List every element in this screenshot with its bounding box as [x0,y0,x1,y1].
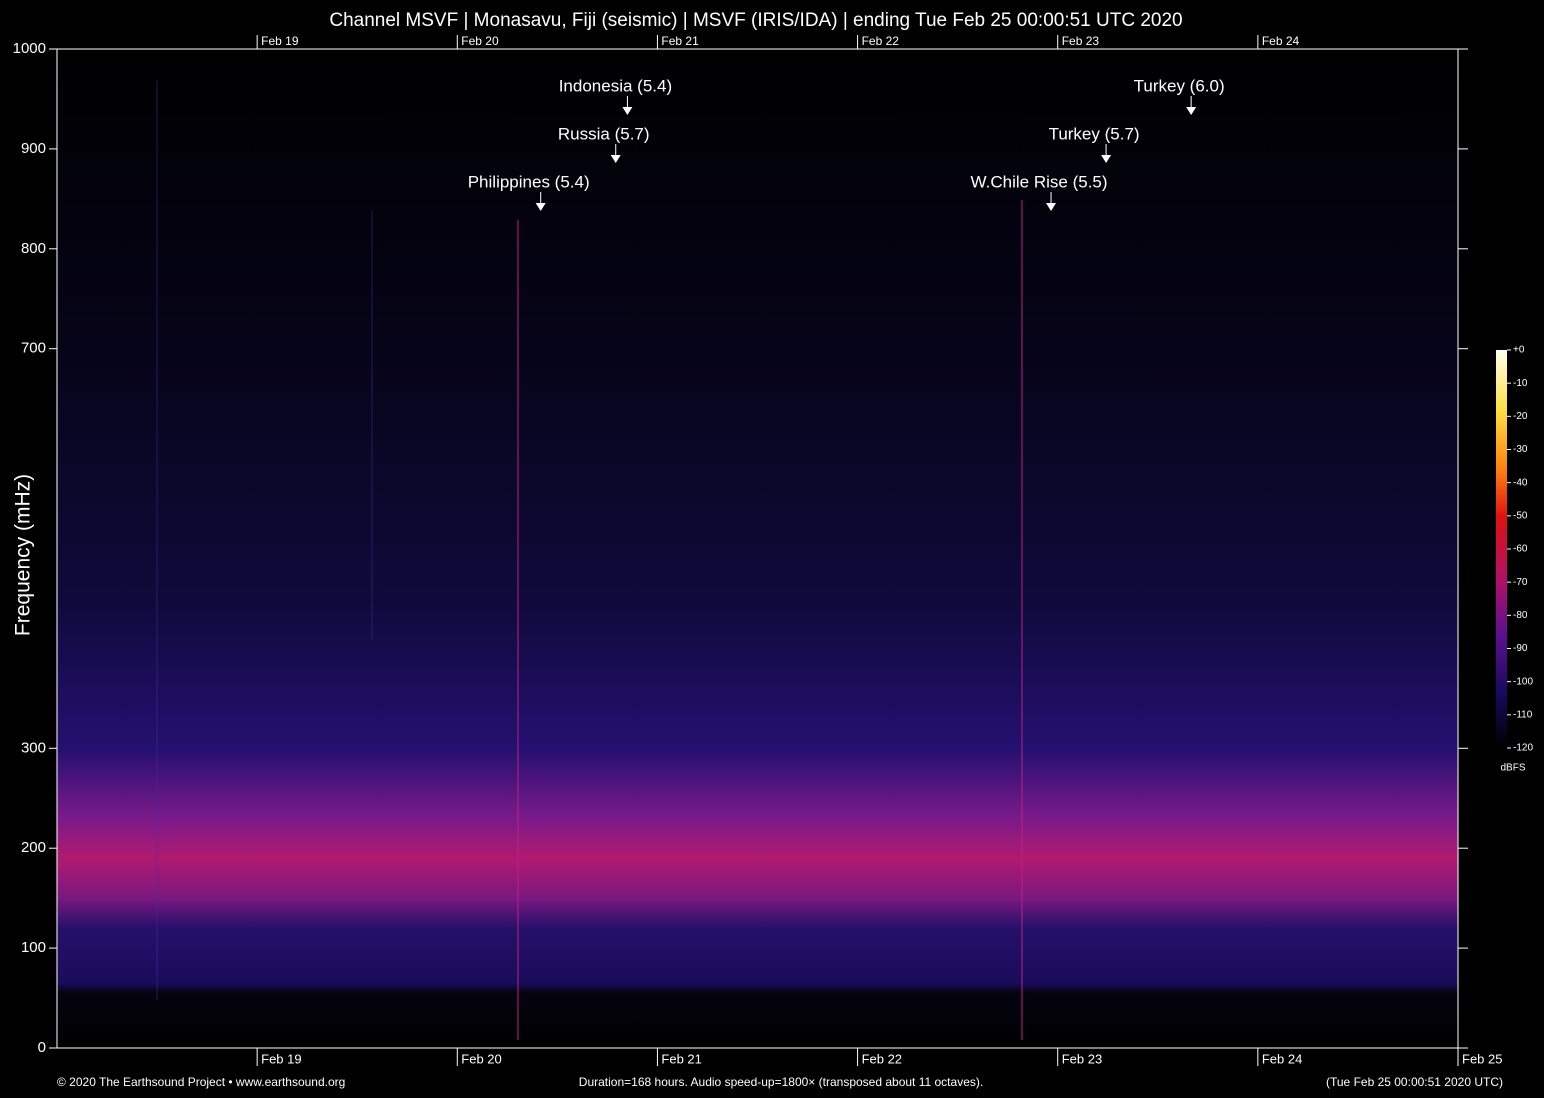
annotation-arrowhead [535,203,546,211]
x-tick-label-top: Feb 20 [461,34,499,48]
x-tick-label: Feb 22 [862,1051,902,1066]
colorbar-tick-label: -60 [1513,544,1528,555]
footer-center: Duration=168 hours. Audio speed-up=1800×… [579,1075,983,1089]
y-tick-label: 200 [21,839,46,856]
colorbar-tick-label: -50 [1513,510,1528,521]
colorbar-tick-label: -100 [1513,676,1533,687]
chart-title: Channel MSVF | Monasavu, Fiji (seismic) … [329,10,1182,31]
x-tick-label: Feb 23 [1062,1051,1102,1066]
annotation-text: W.Chile Rise (5.5) [971,172,1108,191]
y-tick-label: 0 [38,1039,46,1056]
y-tick-label: 100 [21,939,46,956]
colorbar [1496,350,1507,748]
x-tick-label-top: Feb 21 [661,34,699,48]
annotation-text: Turkey (6.0) [1134,76,1225,95]
y-tick-label: 300 [21,739,46,756]
annotation-arrowhead [610,155,621,163]
annotation-arrowhead [1186,107,1197,115]
colorbar-tick-label: -120 [1513,743,1533,754]
annotation-arrowhead [1046,203,1057,211]
x-tick-label-top: Feb 19 [261,34,299,48]
footer-left: © 2020 The Earthsound Project • www.eart… [57,1075,345,1089]
colorbar-tick-label: -80 [1513,610,1528,621]
x-tick-label: Feb 25 [1462,1051,1502,1066]
x-tick-label: Feb 24 [1262,1051,1302,1066]
spectrogram [57,49,1458,1048]
x-tick-label: Feb 21 [661,1051,701,1066]
colorbar-tick-label: -110 [1513,709,1533,720]
annotation-arrowhead [1101,155,1112,163]
footer-right: (Tue Feb 25 00:00:51 2020 UTC) [1326,1075,1503,1089]
x-tick-label-top: Feb 23 [1062,34,1100,48]
colorbar-tick-label: -70 [1513,577,1528,588]
annotation-arrowhead [622,107,633,115]
y-tick-label: 700 [21,340,46,357]
annotation-text: Philippines (5.4) [468,172,590,191]
colorbar-tick-label: -20 [1513,411,1528,422]
x-tick-label-top: Feb 22 [862,34,900,48]
x-tick-label-top: Feb 24 [1262,34,1300,48]
colorbar-label: dBFS [1500,763,1525,774]
colorbar-tick-label: -10 [1513,378,1528,389]
y-tick-label: 1000 [13,40,46,57]
y-axis-label: Frequency (mHz) [12,474,35,636]
x-tick-label: Feb 19 [261,1051,301,1066]
colorbar-tick-label: -30 [1513,444,1528,455]
colorbar-tick-label: +0 [1513,345,1525,356]
annotation-text: Russia (5.7) [558,124,650,143]
event-streaks [156,80,1023,1040]
x-tick-label: Feb 20 [461,1051,501,1066]
y-tick-label: 800 [21,240,46,257]
plot-frame [56,48,1459,1049]
annotation-text: Indonesia (5.4) [559,76,672,95]
colorbar-tick-label: -40 [1513,477,1528,488]
annotation-text: Turkey (5.7) [1049,124,1140,143]
y-tick-label: 900 [21,140,46,157]
colorbar-tick-label: -90 [1513,643,1528,654]
